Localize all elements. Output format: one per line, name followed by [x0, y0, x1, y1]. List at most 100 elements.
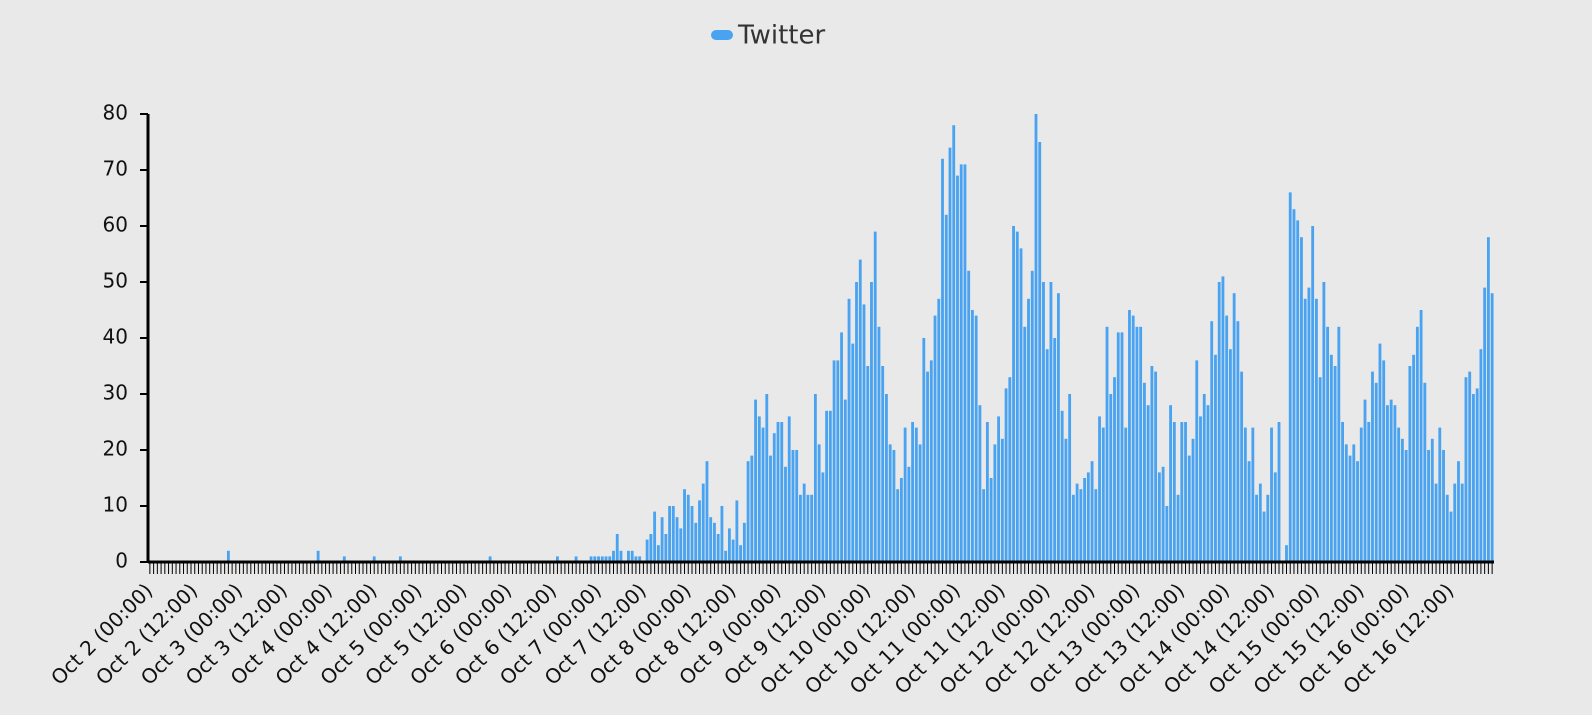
bar: [634, 556, 638, 562]
bar: [1386, 405, 1389, 562]
bar: [862, 304, 866, 562]
bar: [1408, 366, 1412, 562]
bar: [1442, 450, 1445, 562]
bar: [885, 394, 888, 562]
bar: [985, 422, 989, 562]
bar: [791, 450, 795, 562]
bar: [866, 366, 870, 562]
bar: [589, 556, 593, 562]
bar: [840, 332, 843, 562]
bar: [888, 444, 892, 562]
bar: [1300, 237, 1303, 562]
bar: [1341, 422, 1344, 562]
bar: [944, 214, 948, 563]
bar: [776, 422, 780, 562]
bar: [612, 550, 615, 562]
bar: [735, 500, 739, 562]
bar: [836, 360, 840, 562]
bar: [1415, 326, 1419, 562]
bar: [1453, 483, 1457, 562]
bar: [713, 522, 716, 562]
bar: [1090, 461, 1094, 562]
bar: [1389, 399, 1393, 562]
bar: [668, 506, 671, 562]
bar: [1124, 427, 1128, 562]
bar: [690, 506, 694, 562]
bar: [600, 556, 604, 562]
bar: [1393, 405, 1397, 562]
bar: [877, 326, 881, 562]
bar: [1056, 293, 1060, 562]
bar: [847, 298, 851, 562]
bar: [1382, 360, 1386, 562]
bar: [1150, 366, 1154, 562]
bar: [724, 550, 728, 562]
bar: [772, 433, 776, 562]
bar: [705, 461, 709, 562]
bar: [1221, 276, 1225, 562]
bar: [974, 315, 978, 562]
bar: [1195, 360, 1199, 562]
bar: [694, 522, 698, 562]
bar: [698, 500, 701, 562]
bar: [1457, 461, 1460, 562]
bar: [795, 450, 799, 562]
bar: [1243, 427, 1247, 562]
bar: [1154, 371, 1158, 562]
bar: [1113, 377, 1116, 562]
bar: [1445, 494, 1449, 562]
bar: [1187, 455, 1191, 562]
bar: [780, 422, 784, 562]
bar: [1434, 483, 1438, 562]
bar: [813, 394, 817, 562]
bar: [709, 517, 713, 562]
bar: [1472, 394, 1475, 562]
bar: [1314, 298, 1318, 562]
bar: [757, 416, 761, 562]
bar: [937, 298, 941, 562]
bar: [941, 158, 944, 563]
bar: [1277, 422, 1281, 562]
bar: [1490, 293, 1494, 562]
bar: [675, 517, 679, 562]
bar: [1064, 438, 1068, 562]
bar: [851, 343, 855, 562]
bar: [997, 416, 1001, 562]
bar: [1225, 315, 1229, 562]
bar: [978, 405, 982, 562]
bar: [226, 550, 230, 562]
bar: [1030, 270, 1034, 562]
bar: [1404, 450, 1408, 562]
bar: [1214, 354, 1217, 562]
bar: [1098, 416, 1101, 562]
bar: [855, 282, 858, 562]
bar: [1157, 472, 1161, 562]
bar: [1120, 332, 1124, 562]
bar: [1311, 226, 1315, 562]
bar: [1109, 394, 1113, 562]
bar: [649, 534, 653, 562]
bar: [1199, 416, 1202, 562]
bar: [1333, 366, 1337, 562]
bar: [1363, 399, 1367, 562]
bar: [1292, 209, 1296, 562]
bar: [1034, 114, 1038, 562]
bar: [806, 494, 810, 562]
bar: [918, 444, 922, 562]
bar: [1142, 382, 1146, 562]
bar: [720, 506, 724, 562]
bar: [1352, 444, 1356, 562]
bar: [1266, 494, 1270, 562]
bar: [1464, 377, 1468, 562]
bar: [619, 550, 623, 562]
bar: [843, 399, 847, 562]
bar: [1139, 326, 1143, 562]
bar: [1427, 450, 1430, 562]
bar: [1449, 511, 1453, 562]
bar: [671, 506, 675, 562]
bar: [1045, 349, 1049, 562]
bar: [1105, 326, 1109, 562]
bar: [870, 282, 873, 562]
bar: [982, 489, 986, 562]
